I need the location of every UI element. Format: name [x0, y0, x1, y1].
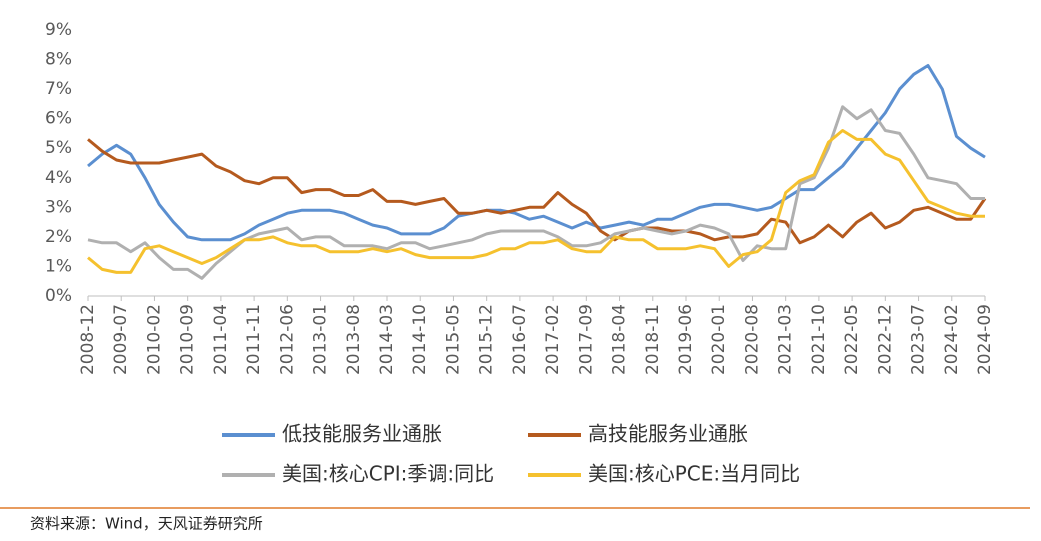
- legend-label: 低技能服务业通胀: [282, 422, 442, 446]
- x-tick-label: 2012-06: [277, 304, 297, 375]
- y-tick-label: 3%: [45, 197, 72, 217]
- x-tick-label: 2014-10: [410, 304, 430, 375]
- x-tick-label: 2018-11: [643, 304, 663, 375]
- x-tick-label: 2013-01: [311, 304, 331, 375]
- x-tick-label: 2022-05: [842, 304, 862, 375]
- x-tick-label: 2024-02: [942, 304, 962, 375]
- y-tick-label: 0%: [45, 286, 72, 306]
- x-tick-label: 2022-12: [875, 304, 895, 375]
- x-tick-label: 2019-06: [676, 304, 696, 375]
- x-tick-label: 2015-05: [443, 304, 463, 375]
- y-tick-label: 2%: [45, 227, 72, 247]
- x-tick-label: 2021-10: [809, 304, 829, 375]
- y-tick-label: 8%: [45, 50, 72, 70]
- x-tick-label: 2015-12: [477, 304, 497, 375]
- legend-label: 美国:核心PCE:当月同比: [588, 462, 800, 486]
- legend-label: 美国:核心CPI:季调:同比: [282, 462, 494, 486]
- x-tick-label: 2024-09: [975, 304, 995, 375]
- x-tick-label: 2011-04: [211, 304, 231, 375]
- x-tick-label: 2009-07: [111, 304, 131, 375]
- x-tick-label: 2013-08: [344, 304, 364, 375]
- y-tick-label: 1%: [45, 256, 72, 276]
- x-tick-label: 2018-04: [610, 304, 630, 375]
- series-line: [87, 129, 985, 274]
- x-tick-label: 2014-03: [377, 304, 397, 375]
- x-tick-label: 2011-11: [244, 304, 264, 375]
- y-tick-label: 5%: [45, 138, 72, 158]
- y-tick-label: 9%: [45, 20, 72, 40]
- series-line: [87, 138, 987, 245]
- legend-label: 高技能服务业通胀: [588, 422, 748, 446]
- x-tick-label: 2017-09: [576, 304, 596, 375]
- x-tick-label: 2023-07: [909, 304, 929, 375]
- x-tick-label: 2008-12: [78, 304, 98, 375]
- x-tick-label: 2016-07: [510, 304, 530, 375]
- x-tick-label: 2017-02: [543, 304, 563, 375]
- source-note: 资料来源：Wind，天风证券研究所: [30, 515, 263, 533]
- y-tick-label: 6%: [45, 109, 72, 129]
- x-tick-label: 2020-01: [709, 304, 729, 375]
- x-tick-label: 2021-03: [776, 304, 796, 375]
- x-tick-label: 2010-02: [144, 304, 164, 375]
- y-tick-label: 7%: [45, 79, 72, 99]
- x-tick-label: 2020-08: [742, 304, 762, 375]
- series-line: [87, 64, 986, 242]
- x-tick-label: 2010-09: [178, 304, 198, 375]
- y-tick-label: 4%: [45, 168, 72, 188]
